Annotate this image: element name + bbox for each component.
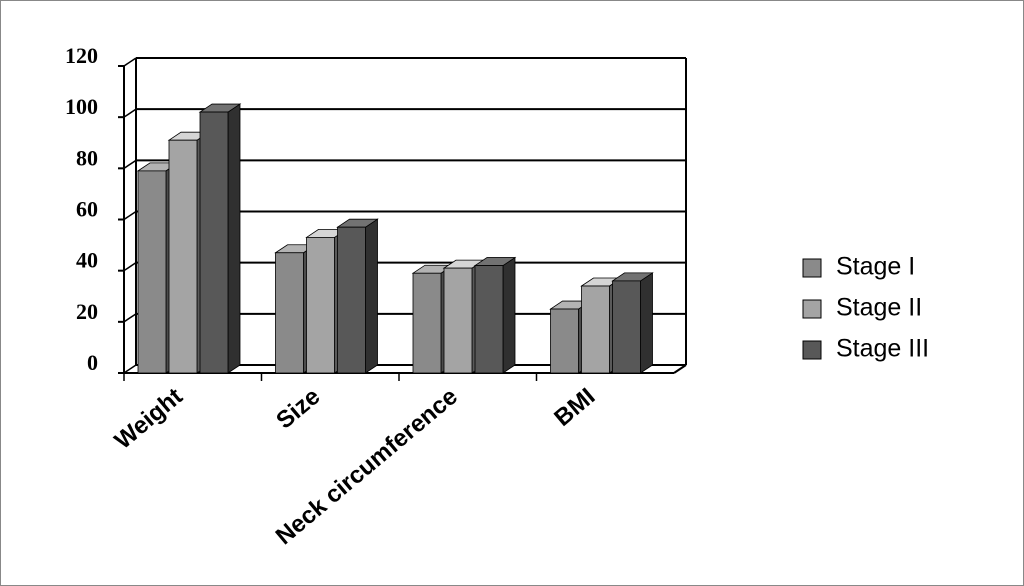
bar-side	[365, 218, 378, 374]
y-tick-label: 40	[76, 248, 98, 273]
bar	[412, 272, 442, 374]
legend-swatch	[802, 340, 822, 360]
grid-line-side	[123, 313, 137, 323]
bar-side	[640, 272, 653, 374]
y-tick-label: 0	[87, 350, 98, 375]
grid-line-side	[123, 262, 137, 272]
y-tick-label: 20	[76, 299, 98, 324]
legend-label: Stage II	[836, 294, 922, 322]
bar	[443, 267, 473, 374]
y-tick-label: 120	[65, 43, 98, 68]
legend-label: Stage I	[836, 253, 915, 281]
y-tick-label: 100	[65, 94, 98, 119]
bar	[337, 226, 366, 374]
floor-right	[673, 364, 687, 374]
grid-line-side	[123, 159, 137, 169]
bar	[168, 139, 198, 374]
bar	[306, 237, 335, 374]
bar	[137, 170, 167, 374]
legend-swatch	[802, 299, 822, 319]
y-tick-label: 60	[76, 197, 98, 222]
bar	[275, 252, 304, 374]
y-tick-label: 80	[76, 145, 98, 170]
grid-line-side	[123, 364, 137, 374]
bar	[199, 111, 229, 374]
legend-swatch	[802, 258, 822, 278]
grid-line-side	[123, 57, 137, 67]
bar	[581, 285, 610, 374]
bar-side	[227, 103, 241, 374]
bar	[474, 265, 504, 374]
bar-side	[502, 256, 516, 374]
grid-line-side	[123, 210, 137, 221]
grid-line-side	[123, 108, 137, 118]
legend-label: Stage III	[836, 335, 929, 363]
bar	[550, 308, 579, 374]
bar	[612, 280, 641, 374]
